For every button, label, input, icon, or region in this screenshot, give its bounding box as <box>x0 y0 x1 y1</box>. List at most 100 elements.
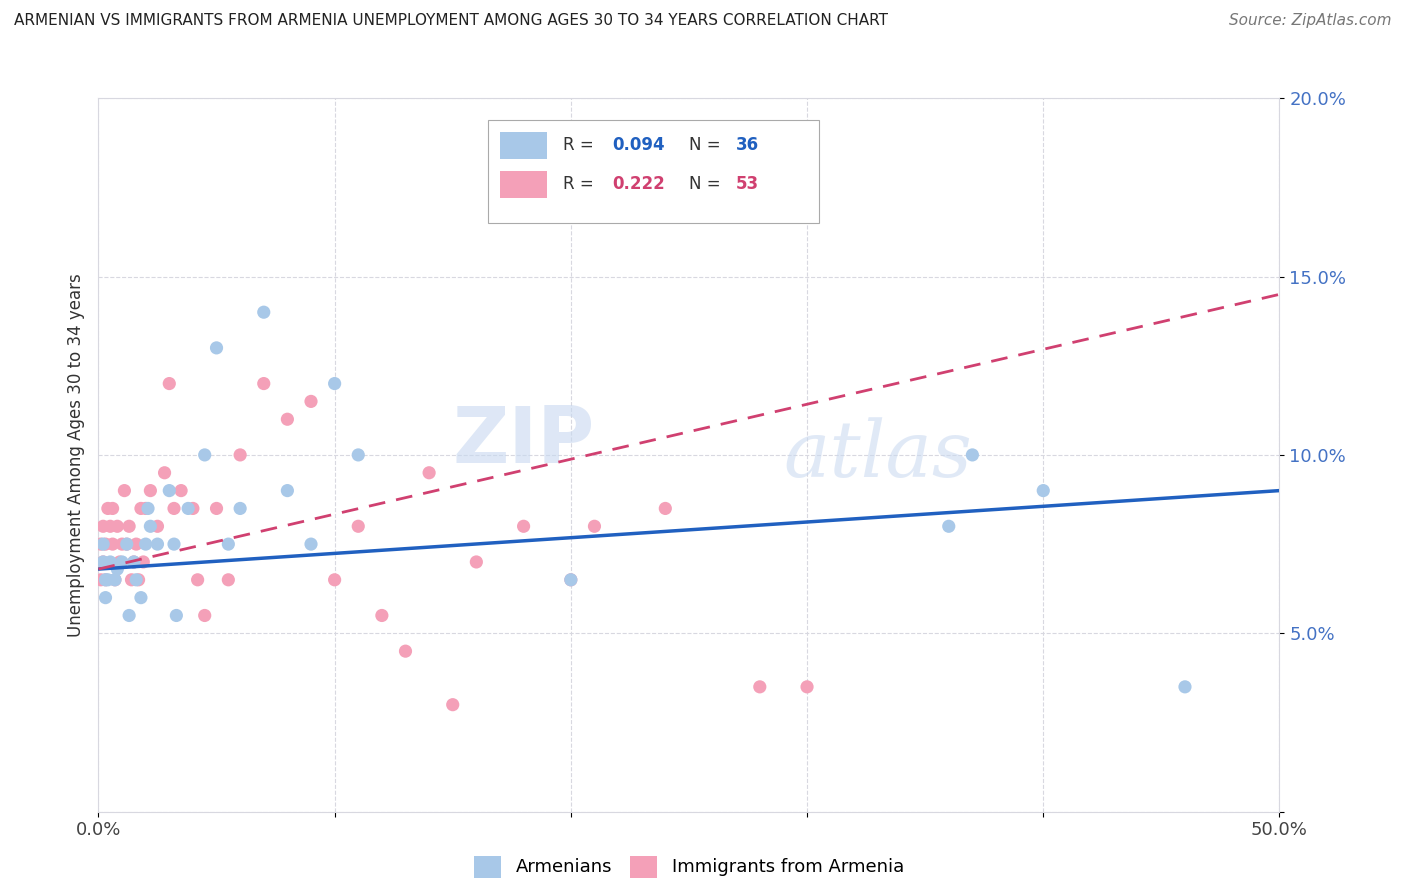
Point <box>560 573 582 587</box>
Point <box>229 501 252 516</box>
Point <box>94 537 117 551</box>
Point <box>104 573 127 587</box>
Text: atlas: atlas <box>783 417 972 493</box>
Point <box>125 573 148 587</box>
Point <box>91 537 114 551</box>
Point <box>1174 680 1197 694</box>
Point <box>187 573 209 587</box>
Point <box>105 562 128 576</box>
Point <box>94 573 117 587</box>
Text: R =: R = <box>562 136 599 154</box>
Point <box>101 537 124 551</box>
Point <box>938 519 960 533</box>
Point <box>1032 483 1054 498</box>
Point <box>163 537 186 551</box>
Point <box>112 483 135 498</box>
Point <box>323 376 346 391</box>
Point <box>253 376 276 391</box>
Point <box>136 501 159 516</box>
Point <box>115 537 138 551</box>
Point <box>194 608 217 623</box>
Point <box>125 537 148 551</box>
Point <box>91 555 114 569</box>
Text: Source: ZipAtlas.com: Source: ZipAtlas.com <box>1229 13 1392 29</box>
Point <box>299 394 322 409</box>
Point <box>512 519 534 533</box>
Point <box>98 519 121 533</box>
Point <box>181 501 204 516</box>
Text: ARMENIAN VS IMMIGRANTS FROM ARMENIA UNEMPLOYMENT AMONG AGES 30 TO 34 YEARS CORRE: ARMENIAN VS IMMIGRANTS FROM ARMENIA UNEM… <box>14 13 889 29</box>
Point <box>194 448 217 462</box>
Point <box>135 501 157 516</box>
Point <box>94 573 117 587</box>
Text: ZIP: ZIP <box>453 402 595 479</box>
Y-axis label: Unemployment Among Ages 30 to 34 years: Unemployment Among Ages 30 to 34 years <box>66 273 84 637</box>
Point <box>217 573 239 587</box>
Point <box>205 501 228 516</box>
Point <box>654 501 676 516</box>
Point <box>121 573 143 587</box>
FancyBboxPatch shape <box>488 120 818 223</box>
Point <box>347 519 370 533</box>
Point <box>90 573 112 587</box>
Point <box>97 573 120 587</box>
Point <box>135 537 157 551</box>
Point <box>122 555 145 569</box>
Text: N =: N = <box>689 176 725 194</box>
Point <box>253 305 276 319</box>
Point <box>229 448 252 462</box>
Bar <box>501 171 547 198</box>
Text: R =: R = <box>562 176 599 194</box>
Point <box>128 573 150 587</box>
Point <box>796 680 818 694</box>
Point <box>132 555 155 569</box>
Point <box>217 537 239 551</box>
Point <box>465 555 488 569</box>
Text: 0.222: 0.222 <box>612 176 665 194</box>
Point <box>371 608 394 623</box>
Point <box>394 644 416 658</box>
Point <box>418 466 440 480</box>
Text: 53: 53 <box>737 176 759 194</box>
Point <box>139 483 162 498</box>
Point <box>157 483 180 498</box>
Point <box>441 698 464 712</box>
Point <box>323 573 346 587</box>
Bar <box>501 132 547 159</box>
Point <box>118 519 141 533</box>
Text: 36: 36 <box>737 136 759 154</box>
Point <box>146 519 169 533</box>
Point <box>153 466 176 480</box>
Point <box>962 448 984 462</box>
Legend: Armenians, Immigrants from Armenia: Armenians, Immigrants from Armenia <box>467 848 911 885</box>
Point <box>91 555 114 569</box>
Point <box>560 573 582 587</box>
Point <box>129 591 152 605</box>
Point <box>115 537 138 551</box>
Point <box>276 412 298 426</box>
Point <box>91 519 114 533</box>
Point <box>583 198 606 212</box>
Point <box>163 501 186 516</box>
Point <box>276 483 298 498</box>
Point <box>146 537 169 551</box>
Point <box>347 448 370 462</box>
Point <box>118 608 141 623</box>
Point <box>98 555 121 569</box>
Point <box>157 376 180 391</box>
Point <box>299 537 322 551</box>
Point <box>122 555 145 569</box>
Point <box>90 537 112 551</box>
Point <box>101 501 124 516</box>
Point <box>111 555 134 569</box>
Text: 0.094: 0.094 <box>612 136 665 154</box>
Text: N =: N = <box>689 136 725 154</box>
Point <box>108 555 131 569</box>
Point <box>104 573 127 587</box>
Point <box>129 501 152 516</box>
Point <box>583 519 606 533</box>
Point <box>165 608 187 623</box>
Point <box>105 519 128 533</box>
Point <box>111 537 134 551</box>
Point <box>139 519 162 533</box>
